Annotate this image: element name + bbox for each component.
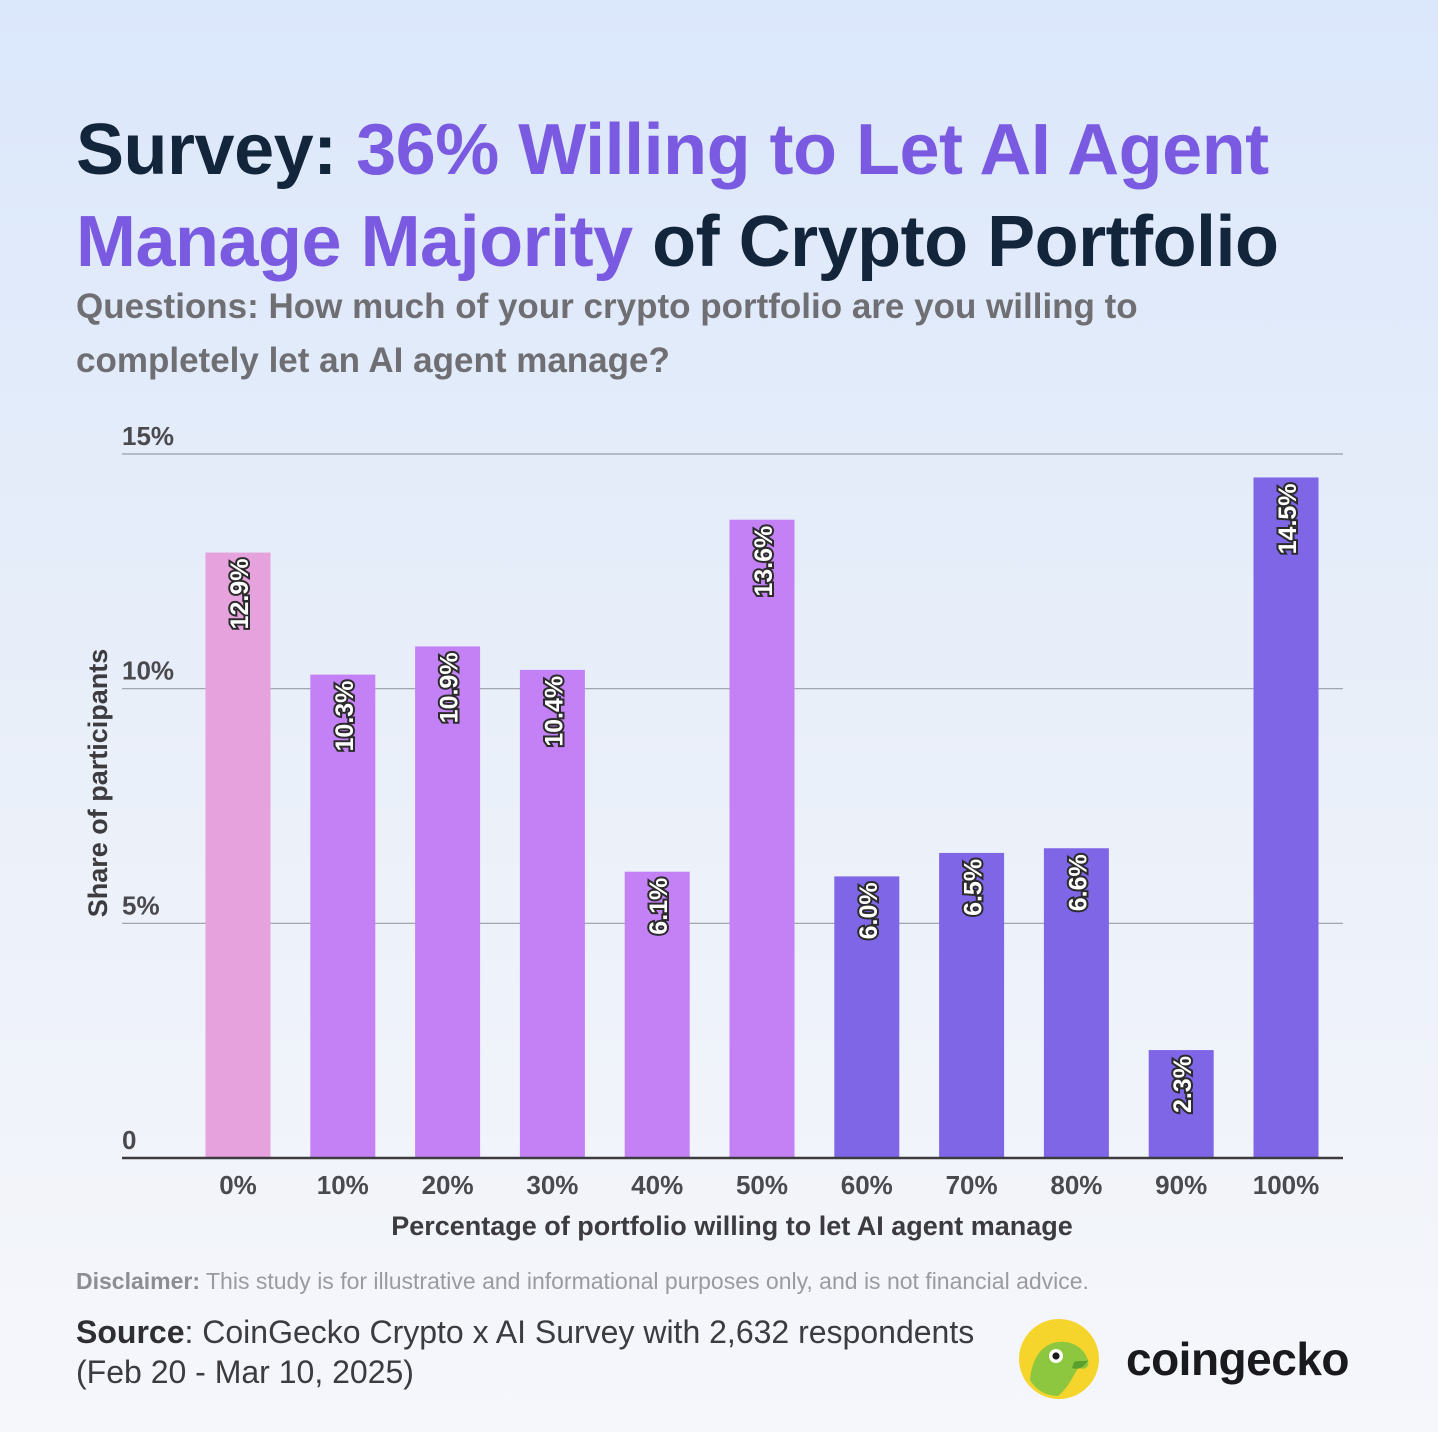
gecko-logo-icon [1019, 1319, 1099, 1399]
title-prefix: Survey: [76, 110, 357, 190]
bar-data-label: 6.6% [1064, 854, 1092, 911]
survey-question: Questions: How much of your crypto portf… [76, 287, 1138, 380]
x-tick-label: 30% [526, 1170, 578, 1200]
bar [1043, 848, 1109, 1158]
bar-data-label: 6.0% [855, 882, 883, 939]
source-text: : CoinGecko Crypto x AI Survey with 2,63… [76, 1314, 975, 1390]
disclaimer-text: This study is for illustrative and infor… [200, 1268, 1089, 1294]
x-tick-label: 40% [631, 1170, 683, 1200]
bar-data-label: 6.5% [960, 859, 988, 916]
x-tick-label: 20% [422, 1170, 474, 1200]
bar [729, 519, 795, 1158]
bar [310, 674, 376, 1158]
bar [415, 646, 481, 1158]
y-tick-label: 5% [122, 890, 160, 920]
bar-data-label: 10.9% [436, 652, 464, 723]
y-tick-label: 10% [122, 656, 174, 686]
x-tick-label: 90% [1155, 1170, 1207, 1200]
title-suffix: of Crypto Portfolio [632, 202, 1279, 282]
source-label: Source [76, 1314, 185, 1350]
source-note: Source: CoinGecko Crypto x AI Survey wit… [76, 1312, 976, 1392]
y-tick-label: 0 [122, 1125, 136, 1155]
bar-data-label: 10.4% [540, 676, 568, 747]
bar-data-label: 12.9% [226, 559, 254, 630]
x-tick-label: 70% [946, 1170, 998, 1200]
bar-data-label: 10.3% [331, 681, 359, 752]
bar-data-label: 2.3% [1169, 1056, 1197, 1113]
bar [624, 871, 690, 1158]
bar-data-label: 13.6% [750, 526, 778, 597]
y-tick-label: 15% [122, 421, 174, 451]
bar [205, 552, 271, 1158]
x-tick-label: 10% [317, 1170, 369, 1200]
bar-data-label: 6.1% [645, 878, 673, 935]
x-tick-label: 100% [1253, 1170, 1320, 1200]
title-accent: 36% Willing to Let AI Agent Manage Major… [76, 110, 1269, 282]
bar [1253, 477, 1319, 1158]
brand-name: coingecko [1126, 1333, 1350, 1385]
bar-data-label: 14.5% [1274, 483, 1302, 554]
bar [519, 669, 585, 1158]
x-tick-label: 80% [1050, 1170, 1102, 1200]
y-axis-title: Share of participants [83, 649, 113, 918]
x-tick-label: 60% [841, 1170, 893, 1200]
x-axis-title: Percentage of portfolio willing to let A… [391, 1211, 1073, 1241]
disclaimer: Disclaimer: This study is for illustrati… [76, 1268, 1089, 1295]
bar [939, 852, 1005, 1158]
brand-logo: coingecko [1018, 1318, 1350, 1400]
bar [834, 876, 900, 1158]
disclaimer-label: Disclaimer: [76, 1268, 201, 1294]
bar-chart: 0 5% 10% 15% 12.9% 0% 10.3% 10% 10.9% 20% 10.4% 30%… [83, 421, 1343, 1241]
x-tick-label: 0% [219, 1170, 257, 1200]
bar [1148, 1050, 1214, 1158]
x-tick-label: 50% [736, 1170, 788, 1200]
chart-title: Survey: 36% Willing to Let AI Agent Mana… [76, 104, 1416, 288]
